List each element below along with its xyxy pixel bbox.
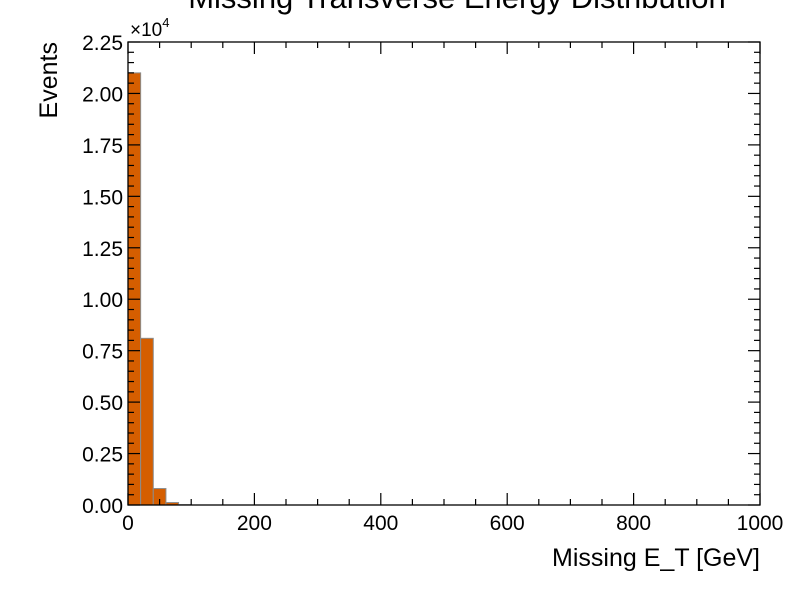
axis-ticks bbox=[127, 41, 761, 506]
y-tick-label: 1.75 bbox=[82, 135, 123, 158]
y-axis-title: Events bbox=[35, 42, 63, 118]
y-tick-label: 1.00 bbox=[82, 289, 123, 312]
y-tick-label: 0.25 bbox=[82, 444, 123, 467]
x-tick-label: 200 bbox=[237, 512, 272, 535]
y-tick-label: 1.50 bbox=[82, 186, 123, 209]
x-tick-labels: 0 200 400 600 800 1000 bbox=[122, 512, 783, 535]
plot-frame bbox=[127, 41, 761, 506]
y-tick-label: 2.25 bbox=[82, 32, 123, 55]
x-tick-label: 400 bbox=[363, 512, 398, 535]
x-axis-title: Missing E_T [GeV] bbox=[552, 544, 760, 572]
histogram-bar bbox=[140, 337, 154, 506]
histogram-bars bbox=[127, 72, 192, 506]
x-tick-label: 0 bbox=[122, 512, 134, 535]
x-tick-label: 800 bbox=[616, 512, 651, 535]
y-tick-labels: 0.00 0.25 0.50 0.75 1.00 1.25 1.50 1.75 2.00 2.25 bbox=[82, 32, 123, 518]
y-tick-label: 0.00 bbox=[82, 495, 123, 518]
y-tick-label: 0.50 bbox=[82, 392, 123, 415]
y-tick-label: 1.25 bbox=[82, 238, 123, 261]
chart-title: Missing Transverse Energy Distribution bbox=[188, 0, 726, 15]
x-tick-label: 1000 bbox=[737, 512, 784, 535]
y-scale-multiplier: ×104 bbox=[130, 15, 169, 41]
y-tick-label: 0.75 bbox=[82, 341, 123, 364]
y-tick-label: 2.00 bbox=[82, 83, 123, 106]
x-tick-label: 600 bbox=[490, 512, 525, 535]
